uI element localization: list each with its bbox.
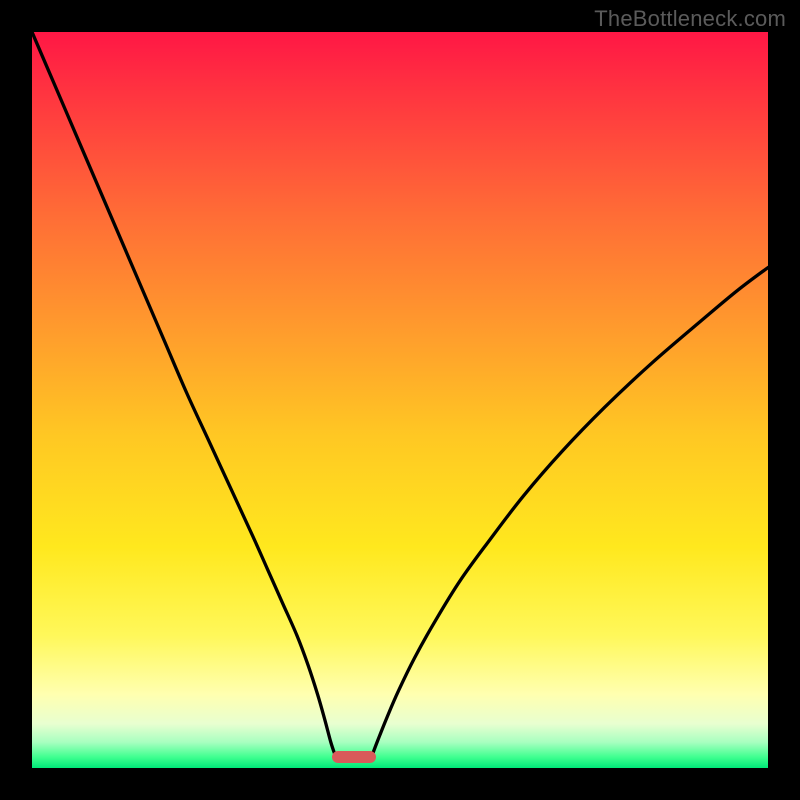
plot-area: [32, 32, 768, 768]
right-branch-path: [372, 268, 768, 756]
watermark-text: TheBottleneck.com: [594, 6, 786, 32]
optimum-marker: [332, 751, 376, 763]
left-branch-path: [32, 32, 335, 755]
curve-layer: [32, 32, 768, 768]
